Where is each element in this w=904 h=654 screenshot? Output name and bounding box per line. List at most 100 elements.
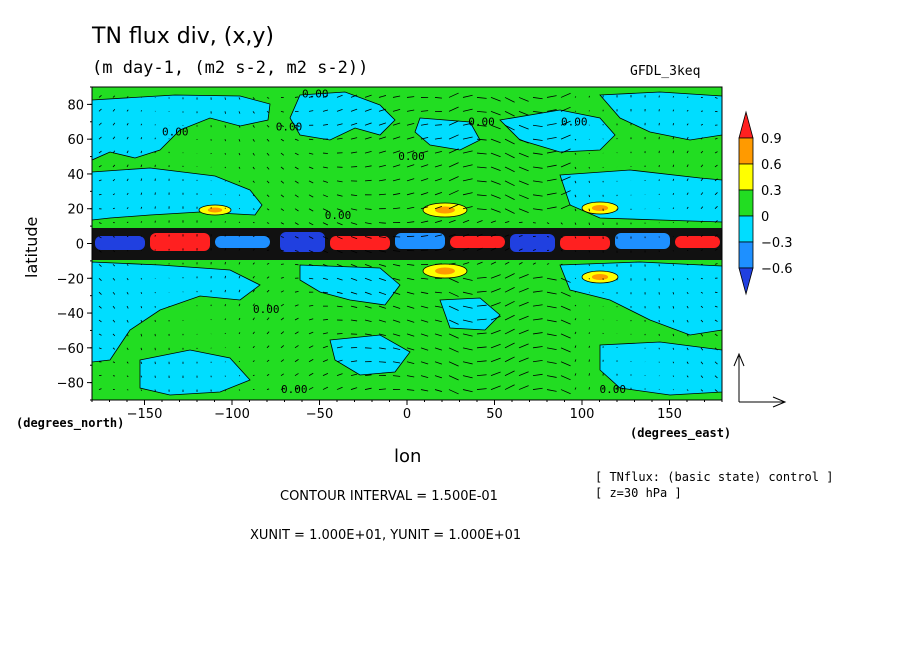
vector-units-text: XUNIT = 1.000E+01, YUNIT = 1.000E+01 <box>250 528 522 543</box>
flux-vector <box>532 110 543 114</box>
flux-vector <box>504 273 515 279</box>
y-tick-label: −60 <box>57 342 84 357</box>
flux-vector <box>672 123 675 126</box>
flux-vector <box>280 303 285 307</box>
flux-vector <box>112 236 115 238</box>
flux-vector <box>546 178 557 182</box>
flux-vector <box>420 305 429 309</box>
flux-vector <box>378 108 387 112</box>
flux-vector <box>504 328 515 335</box>
flux-vector <box>322 319 328 321</box>
flux-vector <box>672 305 675 309</box>
flux-vector <box>588 373 590 376</box>
flux-vector <box>700 291 704 294</box>
flux-vector <box>98 347 102 350</box>
flux-vector <box>504 234 510 237</box>
flux-vector <box>322 222 329 226</box>
flux-vector <box>462 389 473 393</box>
flux-vector <box>378 179 386 182</box>
flux-vector <box>224 166 226 169</box>
flux-vector <box>364 208 372 210</box>
flux-vector <box>476 374 487 377</box>
flux-vector <box>518 208 529 213</box>
flux-vector <box>252 248 255 251</box>
flux-vector <box>98 122 102 126</box>
flux-vector <box>392 136 401 140</box>
x-tick-label: 50 <box>486 407 503 422</box>
flux-vector <box>126 123 129 126</box>
x-tick-label: −100 <box>214 407 250 422</box>
flux-vector <box>364 291 372 295</box>
flux-vector <box>686 319 689 323</box>
flux-vector <box>574 387 577 390</box>
flux-vector <box>518 138 529 144</box>
flux-vector <box>434 164 443 168</box>
flux-vector <box>434 192 443 196</box>
flux-vector <box>364 263 372 268</box>
flux-vector <box>504 194 515 200</box>
flux-vector <box>504 166 515 173</box>
flux-vector <box>476 110 487 113</box>
flux-vector <box>560 291 571 297</box>
flux-vector <box>350 277 358 281</box>
flux-vector <box>546 136 557 140</box>
flux-vector <box>266 152 270 156</box>
flux-vector <box>364 250 372 253</box>
flux-vector <box>518 110 529 116</box>
flux-vector <box>224 207 226 209</box>
dataset-info: [ TNflux: (basic state) control ] <box>595 470 834 484</box>
flux-vector <box>532 152 543 155</box>
flux-vector <box>308 194 314 198</box>
flux-vector <box>504 124 515 131</box>
flux-vector <box>462 361 473 365</box>
flux-vector <box>280 110 284 113</box>
flux-vector <box>686 136 689 140</box>
flux-vector <box>406 375 415 378</box>
flux-vector <box>518 262 523 265</box>
flux-vector <box>546 361 557 364</box>
flux-vector <box>378 347 386 350</box>
model-label: GFDL_3keq <box>630 64 701 79</box>
flux-vector <box>546 277 557 281</box>
flux-vector <box>294 331 299 335</box>
flux-vector <box>98 319 102 323</box>
flux-vector <box>308 166 314 170</box>
flux-vector <box>140 305 143 309</box>
colorbar-segment <box>738 267 754 296</box>
flux-vector <box>462 150 473 154</box>
flux-vector <box>504 110 515 117</box>
flux-vector <box>266 374 270 376</box>
flux-vector <box>504 180 515 187</box>
flux-vector <box>406 123 415 126</box>
flux-vector <box>238 139 241 142</box>
flux-vector <box>308 152 314 155</box>
flux-vector <box>686 375 689 378</box>
flux-vector <box>574 208 577 212</box>
flux-vector <box>336 180 343 183</box>
flux-vector <box>406 96 415 98</box>
flux-vector <box>224 332 226 335</box>
flux-vector <box>112 305 116 309</box>
flux-vector <box>420 206 429 210</box>
flux-vector <box>322 345 329 349</box>
flux-vector <box>448 203 459 210</box>
flux-vector <box>448 319 459 325</box>
flux-vector <box>420 347 429 351</box>
flux-vector <box>266 111 270 114</box>
flux-vector <box>588 166 590 169</box>
flux-vector <box>420 291 429 294</box>
flux-vector <box>406 361 415 364</box>
flux-vector <box>434 124 442 126</box>
flux-vector <box>336 109 343 112</box>
flux-vector <box>448 120 459 126</box>
flux-vector <box>238 332 241 335</box>
flux-vector <box>588 332 590 335</box>
flux-vector <box>112 178 116 182</box>
flux-vector <box>420 361 429 365</box>
flux-vector <box>364 108 372 112</box>
flux-vector <box>518 235 523 237</box>
flux-vector <box>392 319 401 323</box>
flux-vector <box>392 95 401 98</box>
flux-vector <box>588 180 590 183</box>
flux-vector <box>126 136 129 140</box>
